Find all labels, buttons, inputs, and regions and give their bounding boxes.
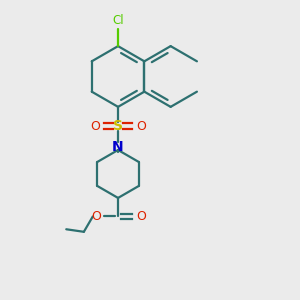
Text: O: O (136, 210, 146, 223)
Text: S: S (113, 119, 123, 133)
Text: O: O (90, 119, 100, 133)
Text: N: N (112, 140, 124, 154)
Text: O: O (136, 119, 146, 133)
Text: O: O (92, 210, 102, 223)
Text: Cl: Cl (112, 14, 124, 27)
